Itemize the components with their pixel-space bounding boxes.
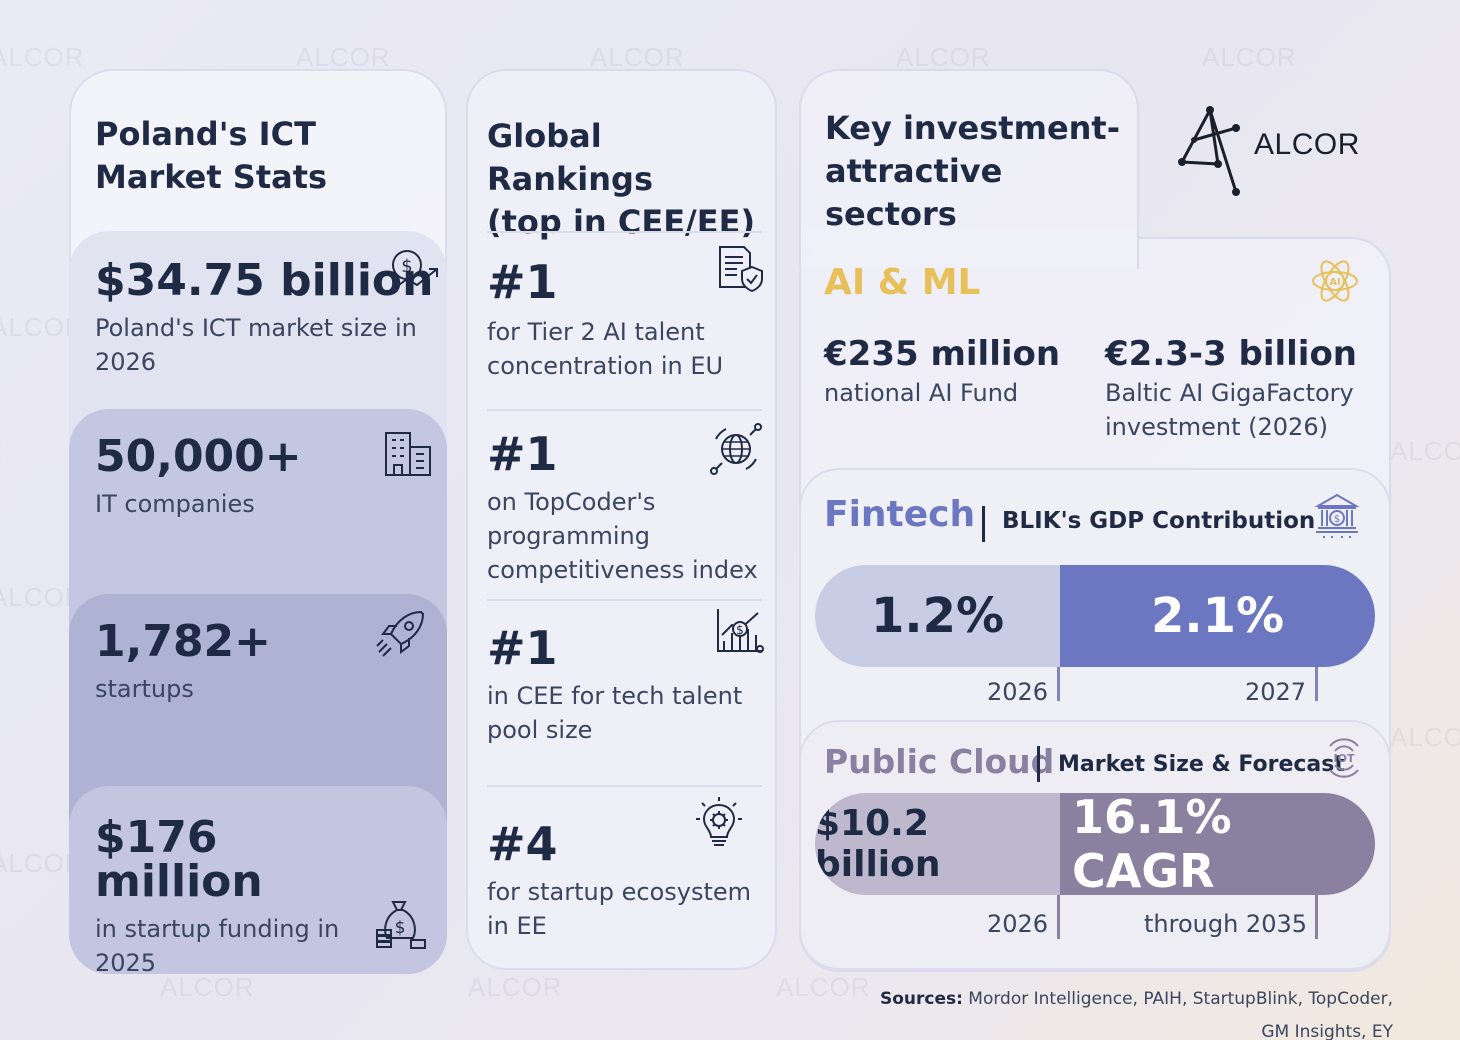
fintech-bar-2027: 2.1% — [1060, 565, 1375, 667]
svg-text:$: $ — [1334, 514, 1340, 525]
ai-ml-title: AI & ML — [824, 262, 981, 303]
fintech-label-2027: 2027 — [1245, 678, 1307, 706]
stat-description: startups — [95, 675, 194, 703]
stat-description: in startup funding in 2025 — [95, 915, 340, 977]
public-cloud-bar-cagr: 16.1% CAGR — [1060, 793, 1375, 895]
rocket-icon — [376, 610, 425, 657]
ai-atom-icon: AI — [1312, 260, 1358, 302]
ai-fund-value: €235 million — [824, 334, 1061, 374]
public-cloud-bar: $10.2 billion 16.1% CAGR — [815, 793, 1375, 895]
market-stats-title: Poland's ICT Market Stats — [95, 115, 328, 196]
svg-text:AI: AI — [1329, 277, 1340, 288]
watermark-text: ALCOR — [1390, 722, 1460, 752]
alcor-logo-text: ALCOR — [1254, 128, 1360, 161]
document-shield-icon — [719, 246, 763, 293]
money-bag-icon: $ — [376, 901, 426, 949]
svg-text:$: $ — [736, 623, 744, 637]
fintech-separator — [982, 506, 985, 542]
watermark-text: ALCOR — [468, 972, 563, 1002]
sources-text: Mordor Intelligence, PAIH, StartupBlink,… — [968, 989, 1393, 1040]
gigafactory-value: €2.3-3 billion — [1105, 334, 1358, 374]
rankings-title: Global Rankings (top in CEE/EE) — [487, 115, 775, 244]
ranking-number: #4 — [487, 817, 558, 871]
fintech-bar: 1.2% 2.1% — [815, 565, 1375, 667]
ranking-item: #1 for Tier 2 AI talent concentration in… — [487, 231, 763, 409]
gigafactory-description: Baltic AI GigaFactory investment (2026) — [1105, 379, 1354, 441]
buildings-icon — [385, 432, 431, 476]
stat-value: $34.75 billion — [95, 255, 434, 306]
rankings-card: Global Rankings (top in CEE/EE) #1 for T… — [466, 69, 777, 970]
fintech-subtitle: BLIK's GDP Contribution — [1002, 508, 1316, 534]
lightbulb-gear-icon — [696, 797, 742, 846]
public-cloud-separator — [1037, 746, 1040, 782]
stat-description: IT companies — [95, 490, 255, 518]
stat-value: $176 million — [95, 812, 263, 907]
public-cloud-title: Public Cloud — [824, 742, 1055, 781]
fintech-title: Fintech — [824, 494, 976, 535]
bank-icon: $ — [1314, 493, 1360, 538]
globe-network-icon — [710, 423, 762, 475]
alcor-logo — [1178, 106, 1240, 196]
public-cloud-label-2026: 2026 — [987, 910, 1049, 938]
svg-text:$: $ — [395, 918, 406, 938]
ranking-item: #1 on TopCoder's programming competitive… — [487, 409, 762, 599]
ranking-number: #1 — [487, 621, 558, 675]
fintech-bar-2026: 1.2% — [815, 565, 1060, 667]
ranking-description: on TopCoder's programming competitivenes… — [487, 488, 758, 584]
watermark-text: ALCOR — [1390, 436, 1460, 466]
ranking-item: #4 for startup ecosystem in EE — [487, 785, 762, 965]
ranking-description: in CEE for tech talent pool size — [487, 682, 743, 744]
fintech-label-2026: 2026 — [987, 678, 1049, 706]
ranking-item: #1 in CEE for tech talent pool size $ — [487, 599, 764, 785]
public-cloud-bar-2026: $10.2 billion — [815, 793, 1060, 895]
money-growth-icon: $ — [390, 250, 438, 292]
stat-value: 50,000+ — [95, 431, 302, 482]
ai-fund-description: national AI Fund — [824, 379, 1019, 407]
sectors-title: Key investment-attractive sectors — [825, 109, 1120, 233]
market-stats-column: Poland's ICT Market Stats $34.75 billion… — [69, 69, 447, 977]
iot-icon-text: IOT — [1334, 752, 1355, 765]
ranking-description: for Tier 2 AI talent concentration in EU — [487, 318, 724, 380]
stat-description: Poland's ICT market size in 2026 — [95, 314, 417, 376]
sources-label: Sources: — [879, 989, 963, 1009]
sources-footnote: Sources: Mordor Intelligence, PAIH, Star… — [853, 983, 1393, 1040]
chart-dollar-icon: $ — [717, 609, 764, 653]
ranking-number: #1 — [487, 255, 558, 309]
stat-value: 1,782+ — [95, 616, 272, 667]
rankings-title-sub: (top in CEE/EE) — [487, 203, 756, 241]
rankings-title-main: Global Rankings — [487, 117, 653, 198]
stat-startup-funding: $176 million in startup funding in 2025 … — [69, 786, 447, 977]
public-cloud-subtitle: Market Size & Forecast — [1058, 752, 1345, 777]
iot-icon: IOT — [1329, 738, 1359, 778]
public-cloud-label-2035: through 2035 — [1144, 910, 1308, 938]
svg-text:$: $ — [401, 256, 412, 277]
ranking-number: #1 — [487, 427, 558, 481]
ranking-description: for startup ecosystem in EE — [487, 878, 752, 940]
